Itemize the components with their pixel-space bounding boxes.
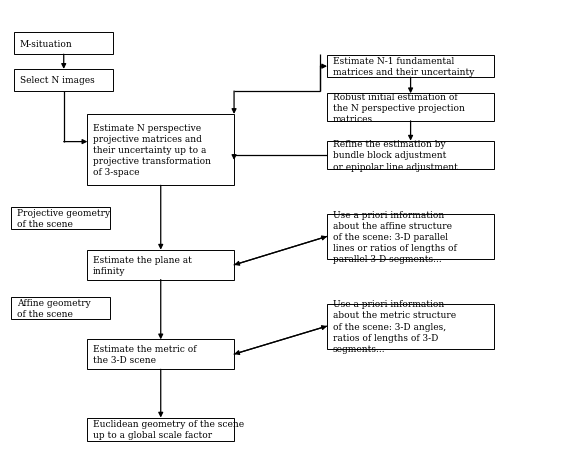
FancyBboxPatch shape bbox=[327, 141, 494, 170]
Text: Estimate the metric of
the 3-D scene: Estimate the metric of the 3-D scene bbox=[93, 345, 197, 364]
FancyBboxPatch shape bbox=[14, 70, 113, 92]
Text: Euclidean geometry of the scene
up to a global scale factor: Euclidean geometry of the scene up to a … bbox=[93, 419, 244, 439]
Text: Robust initial estimation of
the N perspective projection
matrices: Robust initial estimation of the N persp… bbox=[333, 92, 465, 123]
FancyBboxPatch shape bbox=[87, 340, 234, 369]
Text: Select N images: Select N images bbox=[20, 76, 95, 85]
FancyBboxPatch shape bbox=[11, 297, 110, 319]
Text: M-situation: M-situation bbox=[20, 39, 73, 49]
Text: Refine the estimation by
bundle block adjustment
or epipolar line adjustment: Refine the estimation by bundle block ad… bbox=[333, 140, 457, 171]
FancyBboxPatch shape bbox=[14, 33, 113, 55]
FancyBboxPatch shape bbox=[87, 250, 234, 280]
FancyBboxPatch shape bbox=[87, 115, 234, 186]
FancyBboxPatch shape bbox=[327, 304, 494, 349]
Text: Estimate N perspective
projective matrices and
their uncertainty up to a
project: Estimate N perspective projective matric… bbox=[93, 123, 211, 177]
FancyBboxPatch shape bbox=[327, 94, 494, 122]
Text: Use a priori information
about the affine structure
of the scene: 3-D parallel
l: Use a priori information about the affin… bbox=[333, 210, 456, 263]
Text: Estimate N-1 fundamental
matrices and their uncertainty: Estimate N-1 fundamental matrices and th… bbox=[333, 57, 474, 77]
Text: Projective geometry
of the scene: Projective geometry of the scene bbox=[17, 208, 110, 229]
FancyBboxPatch shape bbox=[327, 214, 494, 259]
FancyBboxPatch shape bbox=[11, 207, 110, 230]
Text: Use a priori information
about the metric structure
of the scene: 3-D angles,
ra: Use a priori information about the metri… bbox=[333, 300, 456, 353]
FancyBboxPatch shape bbox=[327, 56, 494, 78]
Text: Estimate the plane at
infinity: Estimate the plane at infinity bbox=[93, 255, 192, 275]
Text: Affine geometry
of the scene: Affine geometry of the scene bbox=[17, 298, 91, 318]
FancyBboxPatch shape bbox=[87, 418, 234, 441]
